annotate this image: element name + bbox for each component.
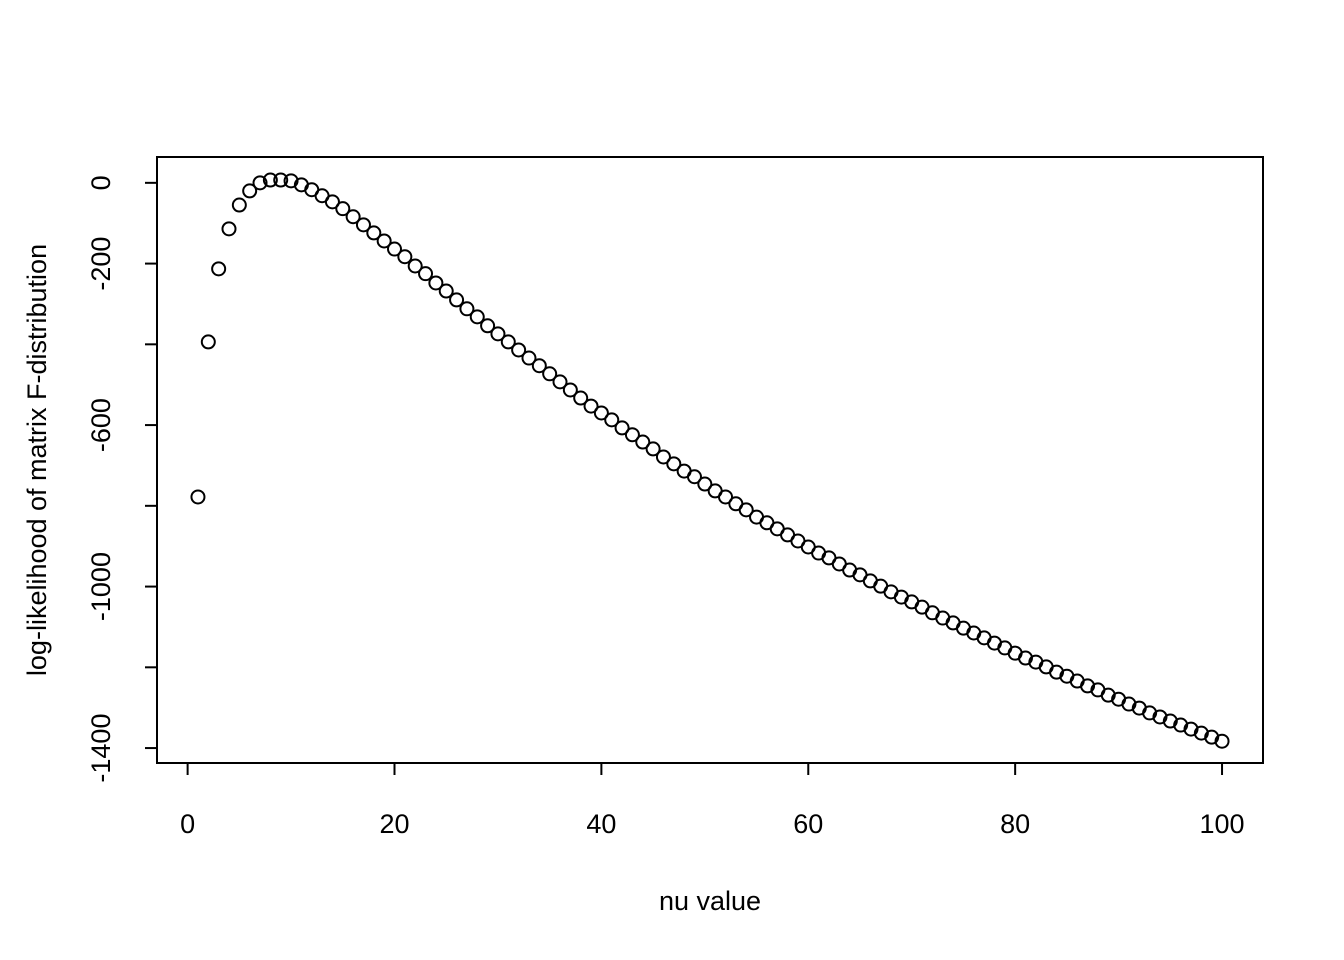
point bbox=[645, 441, 661, 457]
x-tick-label: 40 bbox=[586, 809, 616, 839]
point bbox=[387, 241, 403, 257]
point bbox=[697, 476, 713, 492]
point bbox=[490, 326, 506, 342]
point bbox=[211, 261, 227, 277]
point bbox=[221, 221, 237, 237]
x-tick-label: 80 bbox=[1000, 809, 1030, 839]
y-axis-title: log-likelihood of matrix F-distribution bbox=[22, 244, 52, 676]
point bbox=[428, 275, 444, 291]
point bbox=[449, 292, 465, 308]
point bbox=[583, 398, 599, 414]
point bbox=[542, 366, 558, 382]
point bbox=[593, 405, 609, 421]
point bbox=[521, 350, 537, 366]
point bbox=[438, 283, 454, 299]
x-axis-title: nu value bbox=[659, 886, 761, 916]
point bbox=[459, 301, 475, 317]
point bbox=[500, 334, 516, 350]
y-tick-label: 0 bbox=[86, 175, 116, 190]
point bbox=[614, 420, 630, 436]
point bbox=[604, 412, 620, 428]
point bbox=[407, 258, 423, 274]
point bbox=[1214, 733, 1230, 749]
point bbox=[418, 266, 434, 282]
point bbox=[366, 225, 382, 241]
y-tick-label: -600 bbox=[86, 398, 116, 452]
y-tick-label: -1000 bbox=[86, 552, 116, 621]
point bbox=[718, 489, 734, 505]
point bbox=[200, 334, 216, 350]
point bbox=[562, 382, 578, 398]
point bbox=[190, 489, 206, 505]
point bbox=[242, 183, 258, 199]
point bbox=[345, 209, 361, 225]
x-tick-label: 0 bbox=[180, 809, 195, 839]
point bbox=[480, 318, 496, 334]
point bbox=[376, 233, 392, 249]
point bbox=[738, 502, 754, 518]
point bbox=[469, 309, 485, 325]
x-tick-label: 20 bbox=[379, 809, 409, 839]
point bbox=[511, 342, 527, 358]
point bbox=[666, 456, 682, 472]
point bbox=[252, 175, 268, 191]
point bbox=[635, 434, 651, 450]
point bbox=[231, 197, 247, 213]
point bbox=[686, 469, 702, 485]
plot-box bbox=[156, 156, 1264, 764]
y-tick-label: -1400 bbox=[86, 714, 116, 783]
point bbox=[324, 194, 340, 210]
point bbox=[573, 390, 589, 406]
point bbox=[262, 172, 278, 188]
x-tick-label: 60 bbox=[793, 809, 823, 839]
point bbox=[531, 358, 547, 374]
x-tick-label: 100 bbox=[1200, 809, 1245, 839]
point bbox=[335, 201, 351, 217]
point bbox=[355, 217, 371, 233]
point bbox=[552, 374, 568, 390]
point bbox=[655, 449, 671, 465]
point bbox=[273, 172, 289, 188]
point bbox=[397, 249, 413, 265]
y-tick-label: -200 bbox=[86, 237, 116, 291]
point bbox=[624, 427, 640, 443]
